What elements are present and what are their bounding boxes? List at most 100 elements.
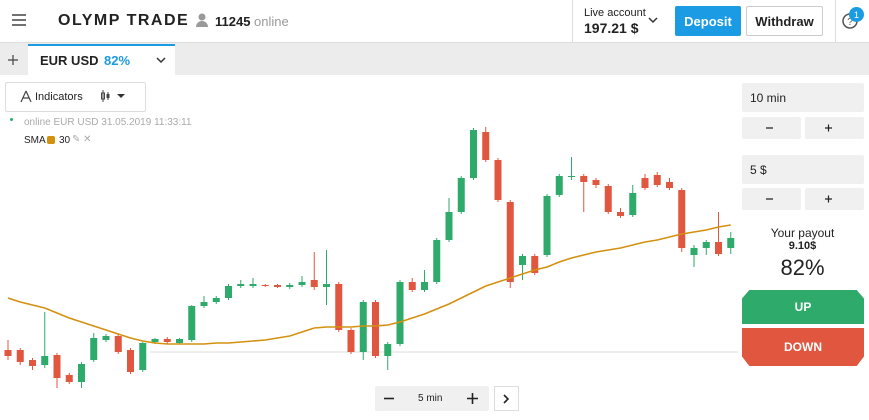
candle-body <box>127 350 134 372</box>
candle-body <box>200 302 208 306</box>
candle-body <box>592 180 600 185</box>
candle-body <box>114 336 122 352</box>
indicators-icon <box>20 90 32 103</box>
candle-body <box>715 242 722 254</box>
candle-body <box>274 285 281 287</box>
candle-body <box>286 285 294 287</box>
amount: 5 $ <box>750 163 767 177</box>
candle-body <box>41 356 49 365</box>
candle-body <box>580 176 588 182</box>
zoom-out[interactable] <box>384 397 394 400</box>
candle-body <box>225 286 232 298</box>
candle-body <box>653 175 661 185</box>
tab-chevron[interactable] <box>156 57 166 64</box>
candle-body <box>666 182 673 188</box>
candle-body <box>212 298 220 302</box>
divider <box>572 0 573 42</box>
payout-percent: 82% <box>780 255 825 280</box>
candle-body <box>298 282 306 285</box>
amount-field[interactable] <box>742 155 864 184</box>
withdraw-button[interactable]: Withdraw <box>746 6 823 36</box>
up-button[interactable]: UP <box>742 290 864 324</box>
candle-body <box>555 176 563 195</box>
duration-plus[interactable] <box>805 117 864 139</box>
duration-field[interactable] <box>742 83 864 112</box>
status: online EUR USD 31.05.2019 11:33:11 <box>24 117 192 128</box>
candle-body <box>690 248 698 255</box>
svg-text:?: ? <box>847 17 853 28</box>
candle-body <box>372 302 379 356</box>
candle-body <box>249 284 257 286</box>
candle-body <box>396 282 404 344</box>
account-label: Live account <box>584 7 646 19</box>
scroll-button[interactable] <box>494 386 519 411</box>
candle-body <box>139 343 147 370</box>
candle-body <box>519 256 526 265</box>
candle-body <box>78 364 85 382</box>
indicator-controls[interactable]: ✎ ✕ <box>72 134 92 145</box>
candle-body <box>408 282 416 290</box>
candle-body <box>359 302 367 352</box>
down-button[interactable]: DOWN <box>742 328 864 366</box>
candle-body <box>702 242 710 248</box>
candle-body <box>237 284 245 286</box>
candle-body <box>445 212 453 240</box>
sma-line <box>7 224 731 345</box>
divider <box>835 0 836 42</box>
online-label: online <box>254 14 289 29</box>
candle-body <box>90 338 98 360</box>
candle-body <box>29 360 36 366</box>
amount-plus[interactable] <box>805 188 864 210</box>
candle-body <box>457 178 465 212</box>
candle-body <box>163 339 171 342</box>
candle-body <box>641 178 649 188</box>
candle-body <box>16 350 24 362</box>
candle-body <box>151 339 159 342</box>
candle-body <box>482 132 490 160</box>
candle-body <box>531 256 539 273</box>
indicators-label: Indicators <box>35 91 83 103</box>
payout-label: Your payout <box>770 226 835 240</box>
account-chevron[interactable] <box>648 17 658 24</box>
status-dot <box>10 118 13 121</box>
candle-body <box>433 240 441 282</box>
candle-body <box>727 238 735 248</box>
deposit-button[interactable]: Deposit <box>675 6 741 36</box>
candle-body <box>347 330 355 352</box>
candle-body <box>604 186 612 212</box>
logo: OLYMP TRADE <box>58 12 190 29</box>
asset-tab[interactable] <box>28 44 175 75</box>
user-icon <box>196 13 208 27</box>
asset-payout: 82% <box>104 53 131 68</box>
candle-body <box>678 190 686 248</box>
candle-body <box>506 202 514 282</box>
candle-body <box>568 176 575 177</box>
candle-body <box>494 160 502 200</box>
candle-body <box>421 282 428 290</box>
candle-body <box>384 344 392 356</box>
indicators-button[interactable] <box>5 82 146 112</box>
candle-body <box>617 212 624 216</box>
candle-body <box>470 130 477 178</box>
candle-body <box>53 355 61 378</box>
payout-amount: 9.10$ <box>788 240 817 252</box>
zoom-in[interactable] <box>467 393 478 404</box>
zoom-label: 5 min <box>418 393 443 404</box>
candle-body <box>188 306 196 340</box>
balance: 197.21 $ <box>584 20 639 36</box>
candle-body <box>261 285 269 286</box>
menu-icon[interactable] <box>12 14 26 26</box>
candle-body <box>323 284 330 287</box>
candle-body <box>4 350 12 356</box>
chart-type-icon[interactable] <box>100 89 126 103</box>
candle-body <box>543 196 551 255</box>
scroll-icon <box>503 394 510 404</box>
add-tab-icon[interactable] <box>8 55 18 65</box>
indicator-name: SMA <box>24 135 46 146</box>
asset-name: EUR USD <box>40 53 99 68</box>
indicator-swatch <box>47 136 55 144</box>
candle-body <box>629 193 637 215</box>
candle-body <box>65 375 73 382</box>
